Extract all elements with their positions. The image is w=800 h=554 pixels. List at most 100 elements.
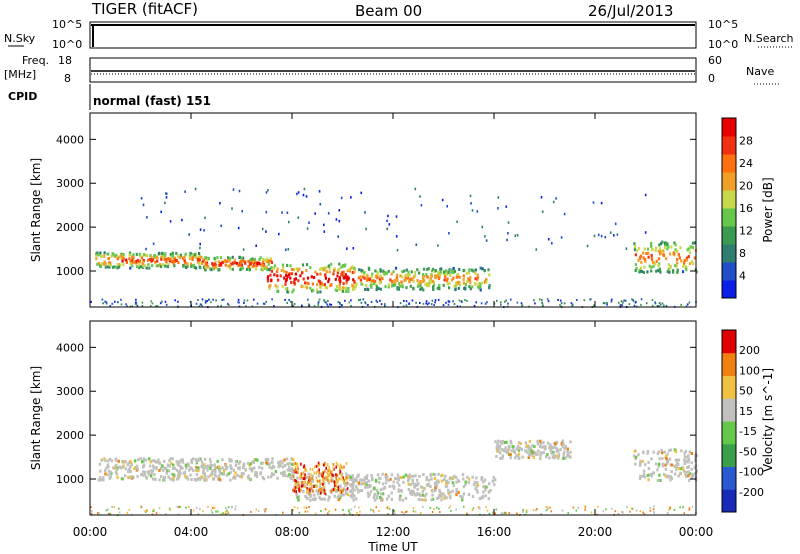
velocity-cell: [367, 494, 370, 498]
power-cell: [378, 277, 381, 281]
velocity-cell: [314, 465, 316, 469]
power-cell: [468, 268, 471, 272]
power-cell: [142, 264, 145, 268]
velocity-cell: [467, 481, 470, 484]
power-cell: [634, 253, 637, 257]
power-cell: [193, 253, 196, 257]
velocity-cell: [309, 488, 311, 492]
velocity-cell: [661, 462, 665, 466]
power-cell: [231, 255, 234, 259]
velocity-cell: [543, 447, 547, 451]
velocity-cell: [292, 478, 295, 482]
power-cell: [141, 305, 144, 308]
velocity-cell: [326, 476, 329, 480]
velocity-cell: [222, 469, 226, 473]
velocity-cell: [337, 485, 340, 489]
colorbar-swatch: [722, 172, 736, 191]
velocity-cell: [359, 510, 361, 513]
power-cell: [374, 280, 377, 283]
power-cell: [308, 305, 310, 308]
power-cell: [625, 247, 628, 250]
power-cell: [270, 279, 273, 283]
velocity-cell: [529, 446, 532, 450]
velocity-cell: [557, 453, 561, 457]
power-cell: [639, 266, 642, 270]
velocity-cell: [675, 461, 679, 465]
velocity-cell: [368, 484, 371, 487]
power-cell: [464, 283, 467, 287]
power-cell: [690, 260, 693, 264]
velocity-cell: [683, 455, 687, 459]
power-cell: [448, 300, 451, 303]
power-cell: [340, 196, 343, 200]
velocity-cell: [136, 467, 139, 471]
power-cell: [378, 281, 381, 285]
power-cell: [420, 280, 423, 284]
power-cell: [147, 263, 150, 267]
velocity-cell: [334, 484, 336, 488]
colorbar-tick-label: -15: [739, 425, 757, 438]
velocity-cell: [376, 491, 380, 495]
velocity-cell: [665, 462, 669, 465]
power-cell: [384, 304, 386, 307]
power-cell: [476, 273, 479, 277]
velocity-cell: [449, 496, 452, 500]
velocity-cell: [339, 463, 342, 467]
velocity-cell: [383, 486, 387, 489]
power-cell: [255, 244, 257, 247]
power-cell: [654, 301, 656, 304]
nsearch-tick-top: 10^5: [708, 18, 738, 31]
colorbar-tick-label: 12: [739, 225, 753, 238]
velocity-cell: [414, 482, 417, 486]
velocity-cell: [272, 473, 275, 477]
velocity-cell: [501, 454, 504, 458]
velocity-cell: [345, 462, 348, 465]
velocity-cell: [681, 466, 684, 469]
power-cell: [214, 262, 217, 266]
power-cell: [317, 279, 320, 283]
power-cell: [346, 247, 348, 250]
velocity-cell: [139, 457, 142, 461]
velocity-cell: [186, 464, 189, 468]
power-cell: [547, 300, 550, 303]
power-cell: [302, 277, 305, 281]
velocity-cell: [394, 512, 396, 515]
power-cell: [286, 301, 288, 304]
velocity-cell: [562, 452, 565, 456]
velocity-cell: [226, 509, 228, 512]
power-cell: [408, 279, 411, 283]
power-cell: [351, 287, 355, 291]
power-cell: [265, 257, 268, 261]
velocity-cell: [339, 477, 341, 481]
power-cell: [448, 281, 451, 285]
velocity-cell: [163, 475, 166, 479]
velocity-cell: [181, 466, 184, 470]
velocity-cell: [228, 457, 231, 461]
velocity-cell: [536, 439, 539, 443]
power-cell: [541, 304, 544, 307]
velocity-cell: [366, 474, 369, 478]
power-cell: [676, 261, 679, 265]
power-cell: [391, 282, 394, 286]
power-cell: [674, 264, 677, 268]
power-cell: [308, 221, 310, 224]
power-cell: [688, 251, 692, 255]
velocity-cell: [311, 476, 313, 480]
velocity-cell: [346, 487, 349, 491]
velocity-cell: [322, 472, 325, 476]
power-cell: [604, 235, 607, 239]
power-cell: [656, 269, 659, 273]
velocity-cell: [539, 442, 543, 446]
power-cell: [344, 290, 347, 293]
power-cell: [339, 280, 342, 283]
velocity-cell: [179, 458, 183, 462]
power-cell: [319, 290, 322, 294]
power-cell: [105, 302, 108, 305]
power-cell: [116, 262, 119, 266]
velocity-cell: [230, 466, 233, 470]
power-cell: [182, 264, 185, 267]
velocity-cell: [332, 466, 335, 470]
velocity-cell: [181, 458, 184, 462]
velocity-cell: [200, 460, 204, 464]
velocity-cell: [388, 507, 391, 510]
